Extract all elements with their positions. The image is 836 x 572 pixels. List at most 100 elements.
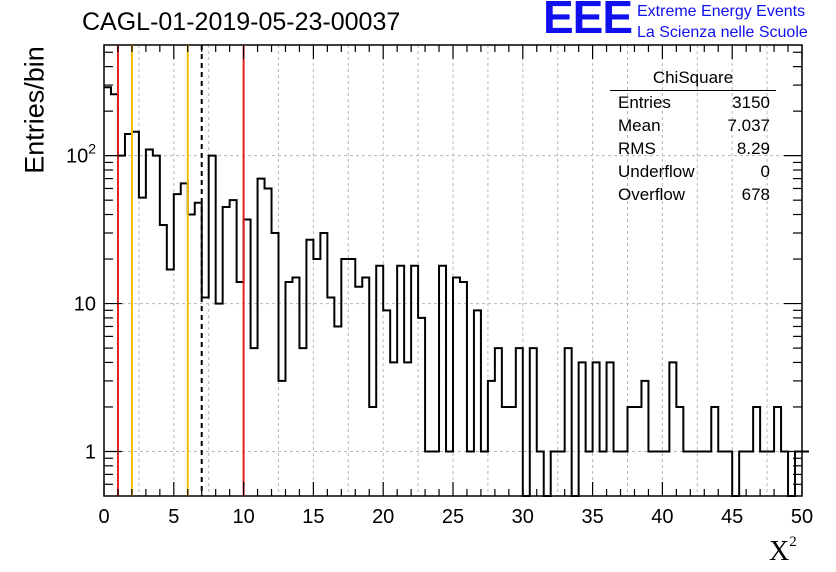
histogram-bar — [467, 451, 474, 496]
histogram-bar — [802, 451, 809, 496]
stats-box: ChiSquare Entries 3150 Mean 7.037 RMS 8.… — [610, 66, 776, 206]
histogram-bar — [655, 451, 662, 496]
histogram-bar — [488, 381, 495, 496]
stats-value: 7.037 — [727, 116, 770, 135]
histogram-bar — [362, 278, 369, 496]
histogram-bar — [306, 240, 313, 496]
stats-row-entries: Entries 3150 — [610, 91, 776, 114]
x-tick-label: 40 — [651, 506, 673, 528]
histogram-bar — [390, 362, 397, 496]
x-tick-label: 50 — [791, 506, 813, 528]
histogram-bar — [125, 134, 132, 496]
histogram-bar — [495, 348, 502, 496]
histogram-outline — [104, 86, 809, 497]
stats-label: Mean — [618, 116, 661, 135]
logo-line-2: La Scienza nelle Scuole — [637, 24, 808, 41]
histogram-bar — [404, 362, 411, 496]
stats-value: 678 — [741, 185, 770, 204]
histogram-bar — [181, 183, 188, 496]
histogram-bar — [223, 207, 230, 496]
x-tick-label: 0 — [98, 506, 109, 528]
x-tick-label: 20 — [372, 506, 394, 528]
histogram-bar — [258, 179, 265, 496]
histogram-bar — [516, 348, 523, 496]
histogram-bar — [662, 451, 669, 496]
x-tick-label: 30 — [512, 506, 534, 528]
histogram-bar — [760, 451, 767, 496]
x-tick-label: 10 — [232, 506, 254, 528]
stats-row-mean: Mean 7.037 — [610, 114, 776, 137]
histogram-bar — [355, 287, 362, 496]
stats-label: Overflow — [618, 185, 686, 204]
histogram-bar — [334, 326, 341, 496]
histogram-bar — [397, 266, 404, 496]
histogram-bar — [453, 278, 460, 496]
histogram-bar — [565, 348, 572, 496]
histogram-bar — [432, 451, 439, 496]
histogram-bar — [341, 259, 348, 496]
histogram-bar — [272, 233, 279, 496]
histogram-bar — [348, 259, 355, 496]
histogram-bar — [299, 348, 306, 496]
histogram-bar — [537, 451, 544, 496]
stats-value: 0 — [760, 162, 770, 181]
reference-lines — [116, 45, 245, 496]
stats-title: ChiSquare — [610, 66, 776, 91]
histogram-bar — [683, 451, 690, 496]
histogram-bar — [739, 451, 746, 496]
histogram-bar — [725, 451, 732, 496]
stats-label: Entries — [618, 93, 671, 112]
histogram-bar — [153, 156, 160, 496]
histogram-bar — [551, 451, 558, 496]
histogram-bar — [265, 188, 272, 496]
histogram-bar — [621, 451, 628, 496]
histogram-bar — [558, 451, 565, 496]
x-tick-label: 45 — [721, 506, 743, 528]
histogram-bar — [697, 451, 704, 496]
histogram-bar — [425, 451, 432, 496]
histogram-bar — [641, 381, 648, 496]
stats-label: Underflow — [618, 162, 695, 181]
stats-row-overflow: Overflow 678 — [610, 183, 776, 206]
histogram-bars — [104, 86, 809, 497]
y-tick-label: 1 — [85, 441, 96, 463]
histogram-bar — [704, 451, 711, 496]
x-axis-label: X2 — [769, 534, 797, 568]
x-tick-label: 35 — [581, 506, 603, 528]
stats-row-underflow: Underflow 0 — [610, 160, 776, 183]
histogram-bar — [411, 266, 418, 496]
histogram-bar — [481, 451, 488, 496]
logo-line-1: Extreme Energy Events — [637, 3, 806, 20]
x-tick-label: 15 — [302, 506, 324, 528]
histogram-bar — [474, 310, 481, 496]
histogram-bar — [593, 362, 600, 496]
histogram-bar — [530, 348, 537, 496]
histogram-bar — [327, 297, 334, 496]
page-title: CAGL-01-2019-05-23-00037 — [82, 8, 401, 36]
histogram-bar — [244, 220, 251, 496]
y-axis-label: Entries/bin — [19, 46, 50, 174]
histogram-bar — [209, 156, 216, 496]
histogram-bar — [216, 304, 223, 496]
histogram-bar — [188, 215, 195, 496]
histogram-bar — [251, 348, 258, 496]
histogram-bar — [669, 362, 676, 496]
histogram-bar — [146, 150, 153, 496]
x-axis-label-base: X — [769, 536, 790, 567]
histogram-bar — [132, 132, 139, 496]
logo-mark: EEE — [543, 0, 633, 43]
histogram-bar — [160, 225, 167, 496]
histogram-bar — [439, 266, 446, 496]
histogram-bar — [746, 451, 753, 496]
histogram-bar — [418, 318, 425, 496]
histogram-bar — [579, 362, 586, 496]
histogram-bar — [285, 282, 292, 496]
histogram-bar — [279, 381, 286, 496]
histogram-bar — [648, 451, 655, 496]
histogram-bar — [767, 451, 774, 496]
histogram-bar — [607, 362, 614, 496]
histogram-bar — [383, 310, 390, 496]
histogram-bar — [460, 282, 467, 496]
stats-value: 8.29 — [736, 139, 770, 158]
